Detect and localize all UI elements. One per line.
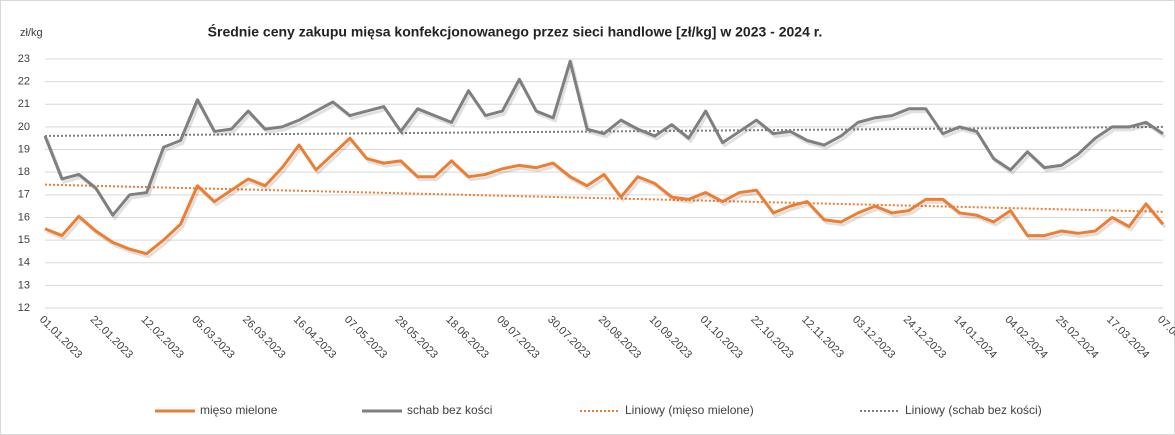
y-tick-label: 21 bbox=[18, 98, 30, 110]
y-axis-label: zł/kg bbox=[20, 27, 43, 39]
y-tick-label: 17 bbox=[18, 189, 30, 201]
legend-label: Liniowy (schab bez kości) bbox=[905, 403, 1042, 417]
y-tick-label: 12 bbox=[18, 302, 30, 314]
y-tick-label: 23 bbox=[18, 53, 30, 65]
chart-title: Średnie ceny zakupu mięsa konfekcjonowan… bbox=[208, 23, 823, 40]
y-tick-label: 16 bbox=[18, 211, 30, 223]
y-tick-label: 22 bbox=[18, 76, 30, 88]
series-line bbox=[44, 136, 1165, 256]
y-tick-label: 14 bbox=[18, 257, 30, 269]
y-tick-label: 19 bbox=[18, 143, 30, 155]
legend-label: mięso mielone bbox=[200, 403, 278, 417]
legend-label: Liniowy (mięso mielone) bbox=[625, 403, 754, 417]
legend-label: schab bez kości bbox=[407, 403, 492, 417]
y-tick-label: 18 bbox=[18, 166, 30, 178]
y-tick-label: 15 bbox=[18, 234, 30, 246]
y-tick-label: 20 bbox=[18, 121, 30, 133]
y-tick-label: 13 bbox=[18, 279, 30, 291]
series-line bbox=[43, 59, 1164, 217]
